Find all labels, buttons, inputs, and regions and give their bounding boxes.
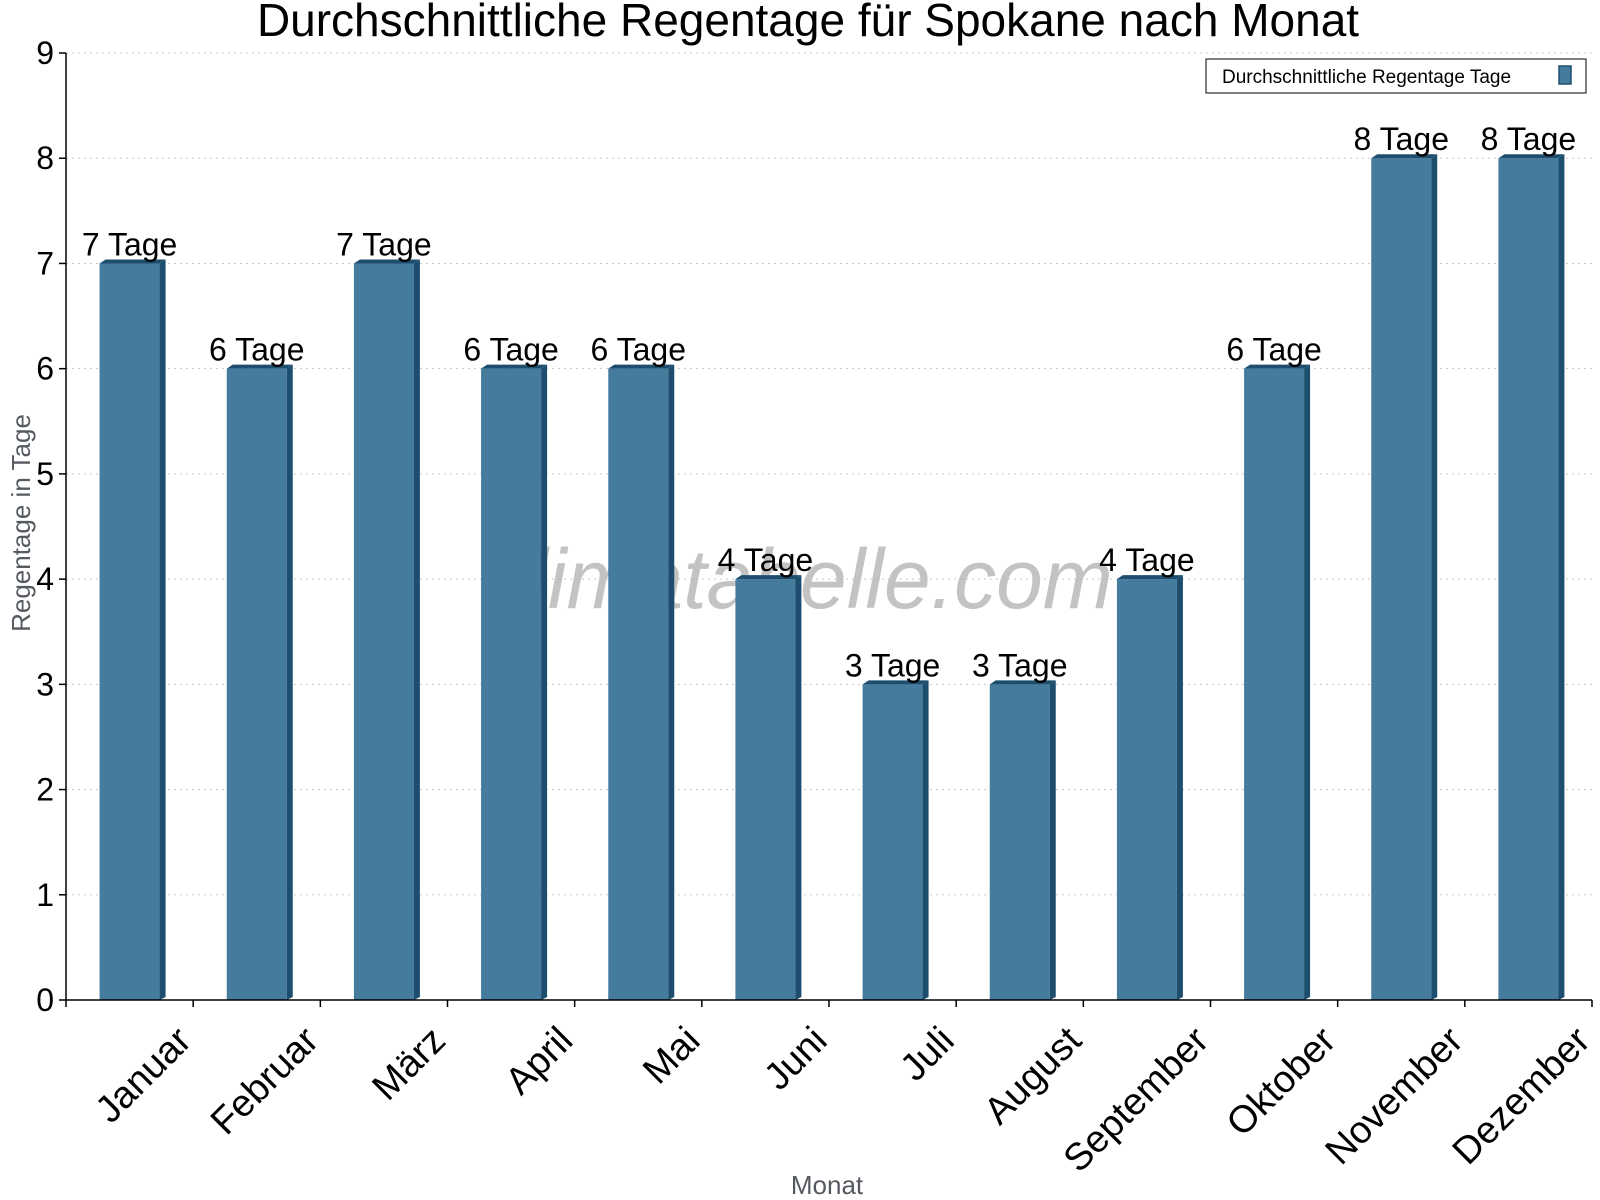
y-tick-label: 1 xyxy=(36,877,54,913)
bar-top xyxy=(862,680,929,685)
bar-face xyxy=(99,263,160,1000)
bar-face xyxy=(608,368,669,1001)
y-axis-title: Regentage in Tage xyxy=(6,414,36,632)
bar-side xyxy=(159,259,166,1000)
y-tick-label: 7 xyxy=(36,245,54,281)
bar-februar[interactable] xyxy=(226,364,293,1001)
bar-november[interactable] xyxy=(1371,154,1438,1000)
y-tick-label: 6 xyxy=(36,351,54,387)
x-tick-label: Oktober xyxy=(1219,1019,1345,1145)
bar-top xyxy=(1498,154,1565,159)
data-label: 4 Tage xyxy=(718,542,814,578)
bar-top xyxy=(99,259,166,264)
y-axis-ticks: 0 1 2 3 4 5 6 7 8 9 xyxy=(36,35,66,1018)
x-tick-label: März xyxy=(365,1019,454,1108)
bar-mai[interactable] xyxy=(608,364,675,1001)
x-tick-label: Dezember xyxy=(1445,1019,1599,1173)
bar-side xyxy=(1304,364,1311,1001)
bar-series xyxy=(99,154,1565,1001)
data-label: 7 Tage xyxy=(82,226,178,262)
x-tick-label: Juni xyxy=(756,1019,835,1098)
x-tick-label: Juli xyxy=(893,1019,963,1089)
y-tick-label: 3 xyxy=(36,666,54,702)
axes xyxy=(65,53,1592,1001)
bar-face xyxy=(1371,158,1432,1000)
legend[interactable]: Durchschnittliche Regentage Tage xyxy=(1205,58,1587,94)
bar-face xyxy=(1116,579,1177,1000)
bar-top xyxy=(226,364,293,369)
data-label: 6 Tage xyxy=(1226,332,1322,368)
chart-title: Durchschnittliche Regentage für Spokane … xyxy=(257,0,1359,46)
bar-top xyxy=(481,364,548,369)
bar-face xyxy=(226,368,287,1001)
x-axis-title: Monat xyxy=(791,1170,864,1200)
bar-oktober[interactable] xyxy=(1244,364,1311,1001)
bar-top xyxy=(1244,364,1311,369)
bar-märz[interactable] xyxy=(353,259,420,1000)
x-axis-ticks: Januar Februar März April Mai Juni Juli AugustS… xyxy=(65,1000,1599,1180)
bar-januar[interactable] xyxy=(99,259,166,1000)
data-label: 4 Tage xyxy=(1099,542,1195,578)
data-label: 6 Tage xyxy=(591,332,687,368)
bar-april[interactable] xyxy=(481,364,548,1001)
bar-side xyxy=(1049,680,1056,1000)
bar-face xyxy=(353,263,414,1000)
data-label: 6 Tage xyxy=(209,332,305,368)
bar-top xyxy=(608,364,675,369)
data-label: 8 Tage xyxy=(1481,121,1577,157)
x-tick-label: April xyxy=(498,1019,581,1102)
data-label: 3 Tage xyxy=(845,647,941,683)
bar-side xyxy=(668,364,675,1001)
y-tick-label: 4 xyxy=(36,561,54,597)
bar-face xyxy=(481,368,542,1001)
legend-box xyxy=(1205,58,1587,94)
bar-side xyxy=(922,680,929,1000)
bar-face xyxy=(1498,158,1559,1000)
bar-top xyxy=(1116,575,1183,580)
bar-juli[interactable] xyxy=(862,680,929,1000)
x-tick-label: August xyxy=(976,1019,1090,1133)
bar-face xyxy=(862,684,923,1000)
bar-top xyxy=(735,575,802,580)
bar-side xyxy=(286,364,293,1001)
data-label: 8 Tage xyxy=(1354,121,1450,157)
bar-side xyxy=(413,259,420,1000)
data-label: 7 Tage xyxy=(336,226,432,262)
y-tick-label: 9 xyxy=(36,35,54,71)
bar-september[interactable] xyxy=(1116,575,1183,1000)
data-labels: 7 Tage 6 Tage 7 Tage 6 Tage 6 Tage 4 Tage 3 Ta… xyxy=(82,121,1576,683)
data-label: 6 Tage xyxy=(463,332,559,368)
bar-side xyxy=(1176,575,1183,1000)
bar-face xyxy=(1244,368,1305,1001)
x-tick-label: Februar xyxy=(203,1019,327,1143)
bar-face xyxy=(989,684,1050,1000)
bar-side xyxy=(795,575,802,1000)
bar-juni[interactable] xyxy=(735,575,802,1000)
bar-side xyxy=(541,364,548,1001)
bar-top xyxy=(353,259,420,264)
bar-august[interactable] xyxy=(989,680,1056,1000)
y-tick-label: 5 xyxy=(36,456,54,492)
bar-top xyxy=(989,680,1056,685)
legend-swatch xyxy=(1558,65,1572,85)
y-tick-label: 0 xyxy=(36,982,54,1018)
bar-side xyxy=(1431,154,1438,1000)
x-tick-label: Januar xyxy=(88,1019,200,1131)
x-tick-label: November xyxy=(1318,1019,1472,1173)
bar-dezember[interactable] xyxy=(1498,154,1565,1000)
gridlines xyxy=(66,52,1592,896)
bar-top xyxy=(1371,154,1438,159)
y-tick-label: 2 xyxy=(36,772,54,808)
x-tick-label: Mai xyxy=(635,1019,708,1092)
bar-side xyxy=(1558,154,1565,1000)
y-tick-label: 8 xyxy=(36,140,54,176)
legend-label: Durchschnittliche Regentage Tage xyxy=(1222,67,1511,88)
data-label: 3 Tage xyxy=(972,647,1068,683)
bar-face xyxy=(735,579,796,1000)
